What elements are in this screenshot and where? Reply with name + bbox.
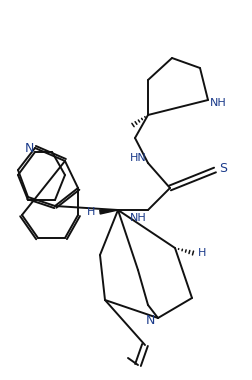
Text: H: H bbox=[197, 248, 205, 258]
Text: S: S bbox=[218, 162, 226, 174]
Text: N: N bbox=[145, 314, 154, 326]
Text: HN: HN bbox=[129, 153, 146, 163]
Text: H: H bbox=[86, 207, 95, 217]
Text: N: N bbox=[24, 141, 34, 155]
Polygon shape bbox=[99, 210, 117, 214]
Text: NH: NH bbox=[209, 98, 226, 108]
Text: NH: NH bbox=[129, 213, 146, 223]
